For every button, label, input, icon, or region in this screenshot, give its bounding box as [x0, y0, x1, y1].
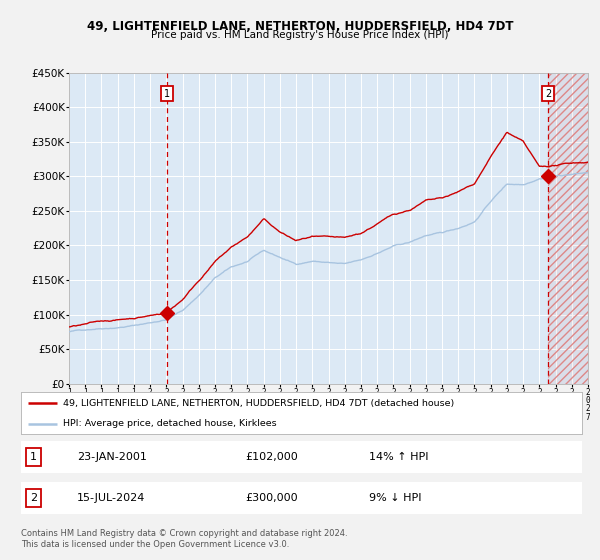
Text: Contains HM Land Registry data © Crown copyright and database right 2024.
This d: Contains HM Land Registry data © Crown c… [21, 529, 347, 549]
Text: 1: 1 [30, 452, 37, 462]
Text: 49, LIGHTENFIELD LANE, NETHERTON, HUDDERSFIELD, HD4 7DT (detached house): 49, LIGHTENFIELD LANE, NETHERTON, HUDDER… [63, 399, 454, 408]
Text: 23-JAN-2001: 23-JAN-2001 [77, 452, 147, 462]
Text: HPI: Average price, detached house, Kirklees: HPI: Average price, detached house, Kirk… [63, 419, 277, 428]
Text: 15-JUL-2024: 15-JUL-2024 [77, 493, 145, 503]
Text: 2: 2 [30, 493, 37, 503]
Bar [548, 73, 588, 384]
Text: 1: 1 [164, 88, 170, 99]
Text: £300,000: £300,000 [245, 493, 298, 503]
Text: 9% ↓ HPI: 9% ↓ HPI [369, 493, 421, 503]
Text: Price paid vs. HM Land Registry's House Price Index (HPI): Price paid vs. HM Land Registry's House … [151, 30, 449, 40]
Text: £102,000: £102,000 [245, 452, 298, 462]
Text: 49, LIGHTENFIELD LANE, NETHERTON, HUDDERSFIELD, HD4 7DT: 49, LIGHTENFIELD LANE, NETHERTON, HUDDER… [87, 20, 513, 32]
Text: 14% ↑ HPI: 14% ↑ HPI [369, 452, 428, 462]
Bar [548, 73, 588, 384]
Text: 2: 2 [545, 88, 551, 99]
